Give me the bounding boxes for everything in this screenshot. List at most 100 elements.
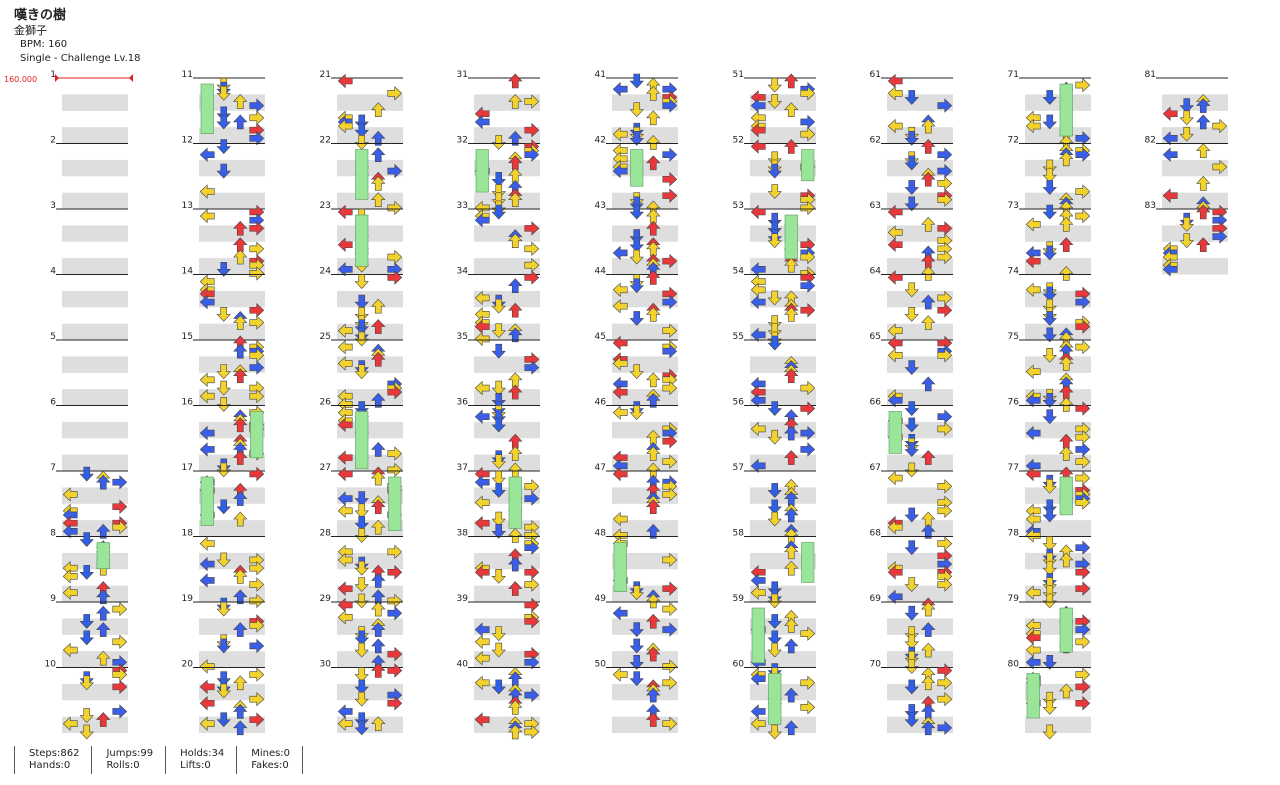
step-arrow — [354, 642, 369, 658]
step-arrow — [249, 360, 265, 375]
measure-20: 20 — [182, 660, 265, 736]
beat-band — [474, 225, 540, 242]
beat-band — [337, 258, 403, 275]
measure-number: 10 — [45, 660, 57, 670]
measure-10: 10 — [45, 660, 128, 740]
step-arrow — [1042, 409, 1057, 425]
step-arrow — [800, 401, 816, 416]
beat-band — [612, 585, 678, 603]
step-arrow — [767, 511, 782, 527]
measure-15: 15 — [182, 332, 265, 412]
measure-number: 75 — [1008, 332, 1019, 342]
step-arrow — [1042, 204, 1057, 220]
step-arrow — [1075, 696, 1091, 711]
step-arrow — [612, 356, 628, 371]
step-arrow — [662, 552, 678, 568]
step-arrow — [750, 704, 766, 719]
stat-jumps: Jumps:99 — [106, 748, 154, 759]
step-arrow — [1075, 565, 1091, 580]
step-arrow — [887, 470, 903, 486]
step-arrow — [629, 131, 644, 146]
beat-band — [750, 290, 816, 308]
measure-19: 19 — [182, 594, 265, 674]
beat-band — [474, 323, 540, 341]
step-arrow — [612, 81, 628, 97]
measure-number: 63 — [870, 201, 881, 211]
measure-number: 56 — [733, 398, 745, 408]
beat-band — [1025, 552, 1091, 570]
step-arrow — [199, 659, 215, 674]
step-arrow — [387, 270, 403, 285]
measure-number: 43 — [595, 201, 606, 211]
step-arrow — [612, 163, 628, 179]
beat-band — [887, 225, 953, 242]
step-arrow — [767, 429, 782, 445]
measure-number: 27 — [320, 463, 331, 473]
beat-band — [750, 159, 816, 177]
beat-band — [1025, 651, 1091, 668]
stat-holds: Holds:34 — [180, 748, 225, 759]
step-arrow — [474, 634, 490, 650]
beat-band — [1025, 323, 1091, 341]
step-arrow — [904, 131, 919, 146]
step-arrow — [79, 708, 94, 723]
step-arrow — [887, 565, 903, 580]
beat-band — [474, 618, 540, 635]
step-arrow — [612, 384, 628, 400]
step-arrow — [921, 171, 936, 187]
step-arrow — [1025, 364, 1041, 379]
measure-50: 50 — [595, 660, 678, 734]
step-arrow — [750, 458, 766, 474]
step-arrow — [646, 306, 661, 322]
step-arrow — [904, 196, 919, 212]
step-arrow — [491, 343, 506, 359]
step-arrow — [1162, 188, 1178, 203]
step-arrow — [784, 687, 799, 703]
beat-band — [337, 159, 403, 177]
step-arrow — [199, 696, 215, 711]
measure-9: 9 — [50, 594, 128, 670]
step-arrow — [921, 315, 936, 330]
bpm-arrow-right — [129, 74, 133, 82]
step-arrow — [337, 716, 353, 731]
beat-band — [750, 356, 816, 373]
step-arrow — [491, 679, 506, 695]
step-arrow — [96, 712, 111, 727]
step-arrow — [784, 507, 799, 523]
step-arrow — [784, 720, 799, 736]
measure-47: 47 — [595, 463, 678, 543]
step-arrow — [491, 524, 506, 539]
beat-band — [62, 520, 128, 537]
step-arrow — [937, 675, 953, 690]
step-arrow — [750, 204, 766, 220]
measure-number: 65 — [870, 332, 881, 342]
measure-37: 37 — [457, 463, 540, 543]
beat-band — [1025, 585, 1091, 603]
hold-body — [1026, 673, 1040, 719]
measure-17: 17 — [182, 463, 265, 537]
step-arrow — [387, 446, 403, 461]
beat-band — [1162, 127, 1228, 144]
beat-band — [1025, 618, 1091, 635]
step-arrow — [750, 421, 766, 437]
measure-number: 69 — [870, 594, 882, 604]
step-arrow — [767, 77, 782, 93]
beat-band — [199, 389, 265, 406]
beat-band — [612, 225, 678, 242]
step-arrow — [662, 380, 678, 396]
step-arrow — [508, 327, 523, 343]
step-arrow — [474, 495, 490, 510]
hold-body — [751, 607, 765, 664]
step-arrow — [646, 593, 661, 609]
beat-band — [474, 585, 540, 603]
step-arrow — [371, 663, 386, 678]
step-arrow — [216, 364, 231, 380]
step-arrow — [387, 200, 403, 216]
step-arrow — [750, 294, 766, 310]
beat-band — [612, 290, 678, 308]
beat-band — [474, 356, 540, 373]
step-arrow — [337, 503, 353, 519]
beat-band — [887, 192, 953, 210]
measure-34: 34 — [457, 267, 540, 347]
step-arrow — [96, 474, 111, 490]
